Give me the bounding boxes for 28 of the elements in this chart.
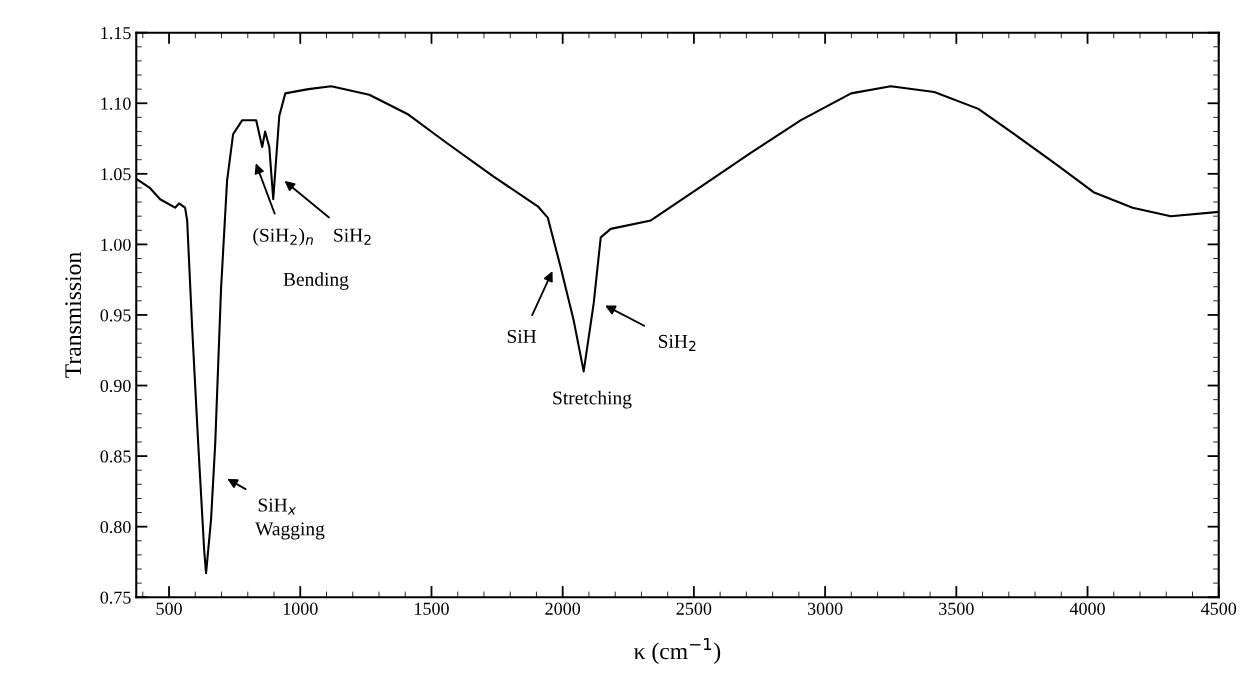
x-tick-label: 4000 <box>1069 602 1105 615</box>
y-axis-title: Transmission <box>65 252 82 378</box>
x-axis-title: κ (cm$^{−1}$) <box>634 637 721 665</box>
x-tick-label: 1500 <box>415 602 449 615</box>
y-tick-label: 0.90 <box>100 379 131 393</box>
annotation: (SiH$_{2}$)$_{n}$ <box>253 228 313 246</box>
annotation: SiH$_{2}$ <box>658 334 696 351</box>
x-tick-label: 3000 <box>807 602 843 615</box>
annotation: Stretching <box>553 390 632 409</box>
y-tick-label: 1.15 <box>101 27 131 40</box>
annotation: SiH$_{x}$ <box>258 498 297 515</box>
x-tick-label: 3500 <box>939 602 974 615</box>
annotation: Wagging <box>255 522 325 540</box>
y-tick-label: 0.95 <box>100 309 131 322</box>
y-tick-label: 1.10 <box>101 97 131 110</box>
annotation: SiH <box>507 329 537 343</box>
y-tick-label: 0.85 <box>100 450 131 463</box>
annotation: SiH$_{2}$ <box>334 228 371 245</box>
y-tick-label: 0.80 <box>100 520 131 534</box>
x-tick-label: 2000 <box>545 602 581 615</box>
y-tick-label: 0.75 <box>100 591 131 604</box>
x-tick-label: 4500 <box>1201 602 1237 615</box>
x-tick-label: 1000 <box>283 602 318 615</box>
y-tick-label: 1.05 <box>101 168 131 181</box>
y-tick-label: 1.00 <box>101 238 131 251</box>
x-tick-label: 2500 <box>676 602 712 615</box>
annotation: Bending <box>283 272 349 290</box>
x-tick-label: 500 <box>156 602 182 615</box>
